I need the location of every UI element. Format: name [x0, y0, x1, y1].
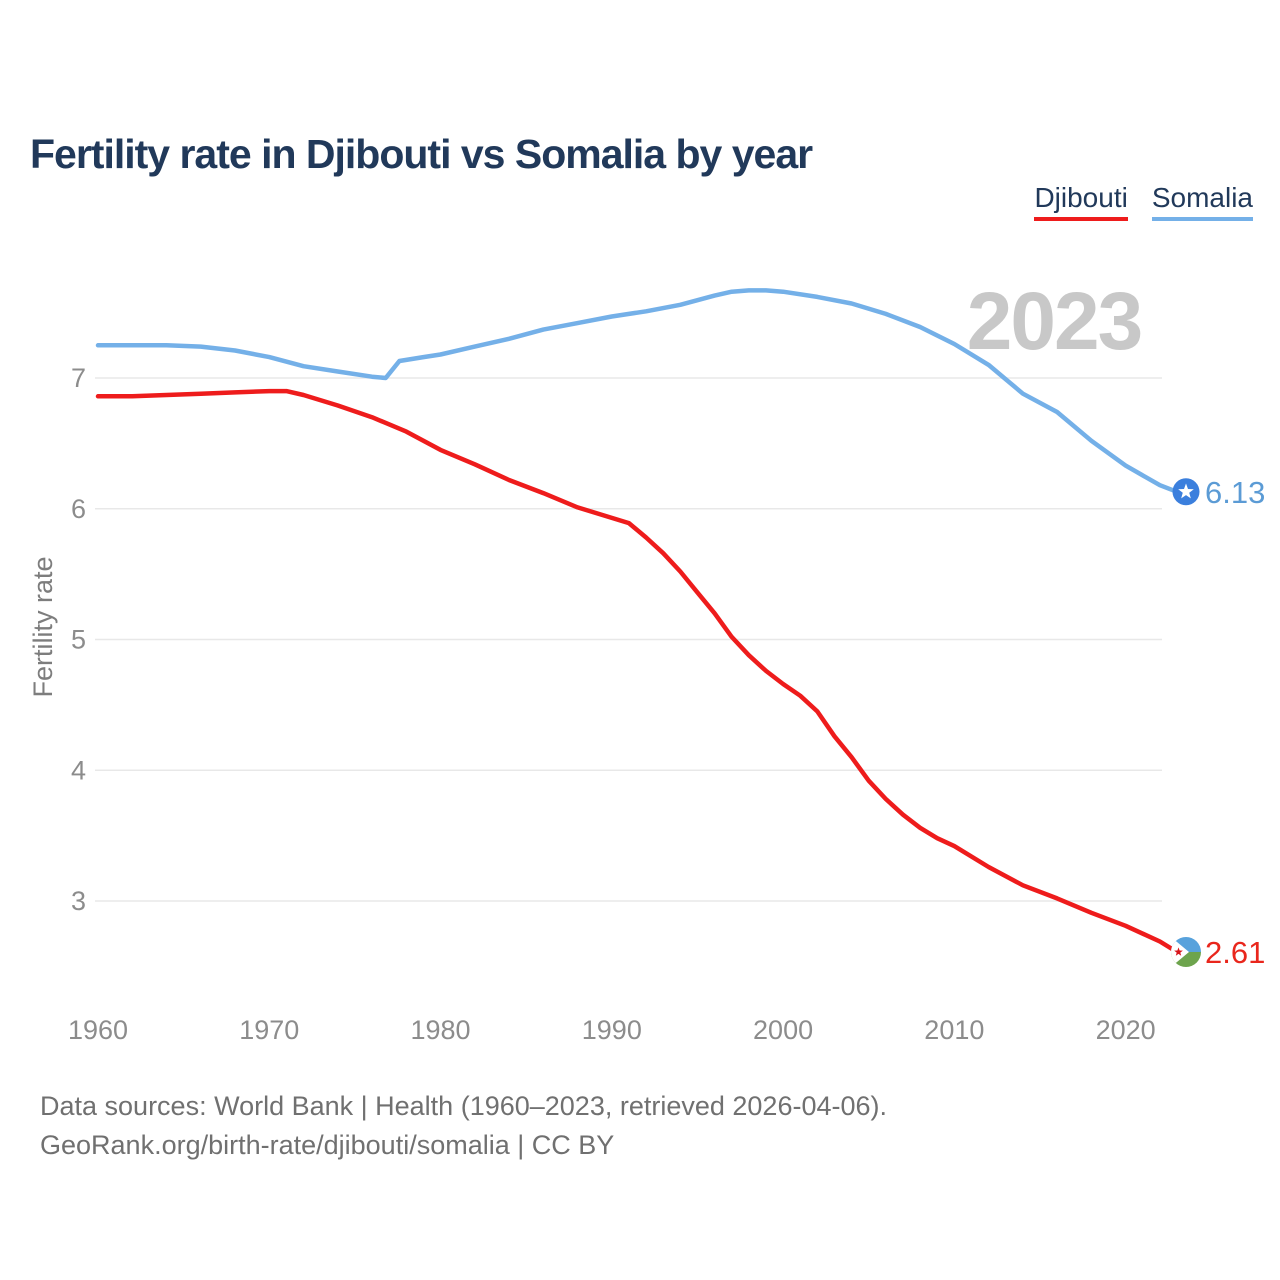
djibouti-line: [95, 388, 1180, 955]
somalia-value-label: 6.13: [1205, 475, 1265, 510]
x-tick-1980: 1980: [411, 1015, 471, 1045]
footer: Data sources: World Bank | Health (1960–…: [40, 1087, 887, 1165]
y-tick-6: 6: [71, 494, 86, 524]
x-tick-2020: 2020: [1096, 1015, 1156, 1045]
djibouti-flag-icon: [1171, 936, 1201, 967]
somalia-star-icon: [1178, 483, 1194, 499]
footer-data-sources: Data sources: World Bank | Health (1960–…: [40, 1091, 887, 1121]
y-tick-3: 3: [71, 886, 86, 916]
x-tick-1990: 1990: [582, 1015, 642, 1045]
x-tick-1960: 1960: [68, 1015, 128, 1045]
x-tick-1970: 1970: [239, 1015, 299, 1045]
somalia-line: [95, 288, 1180, 495]
y-axis-title: Fertility rate: [28, 556, 58, 697]
watermark-year: 2023: [967, 276, 1141, 367]
chart-title: Fertility rate in Djibouti vs Somalia by…: [30, 131, 813, 178]
djibouti-value-label: 2.61: [1205, 935, 1265, 970]
y-tick-5: 5: [71, 625, 86, 655]
footer-attribution: GeoRank.org/birth-rate/djibouti/somalia …: [40, 1130, 615, 1160]
legend-item-somalia[interactable]: Somalia: [1151, 182, 1253, 221]
djibouti-star-icon: [1174, 947, 1183, 956]
x-tick-2010: 2010: [924, 1015, 984, 1045]
y-tick-4: 4: [71, 755, 86, 785]
x-tick-2000: 2000: [753, 1015, 813, 1045]
y-tick-7: 7: [71, 363, 86, 393]
legend-label-djibouti: Djibouti: [1034, 182, 1128, 213]
legend: Djibouti Somalia: [1034, 184, 1253, 221]
legend-item-djibouti[interactable]: Djibouti: [1034, 182, 1128, 221]
legend-label-somalia: Somalia: [1151, 182, 1253, 213]
